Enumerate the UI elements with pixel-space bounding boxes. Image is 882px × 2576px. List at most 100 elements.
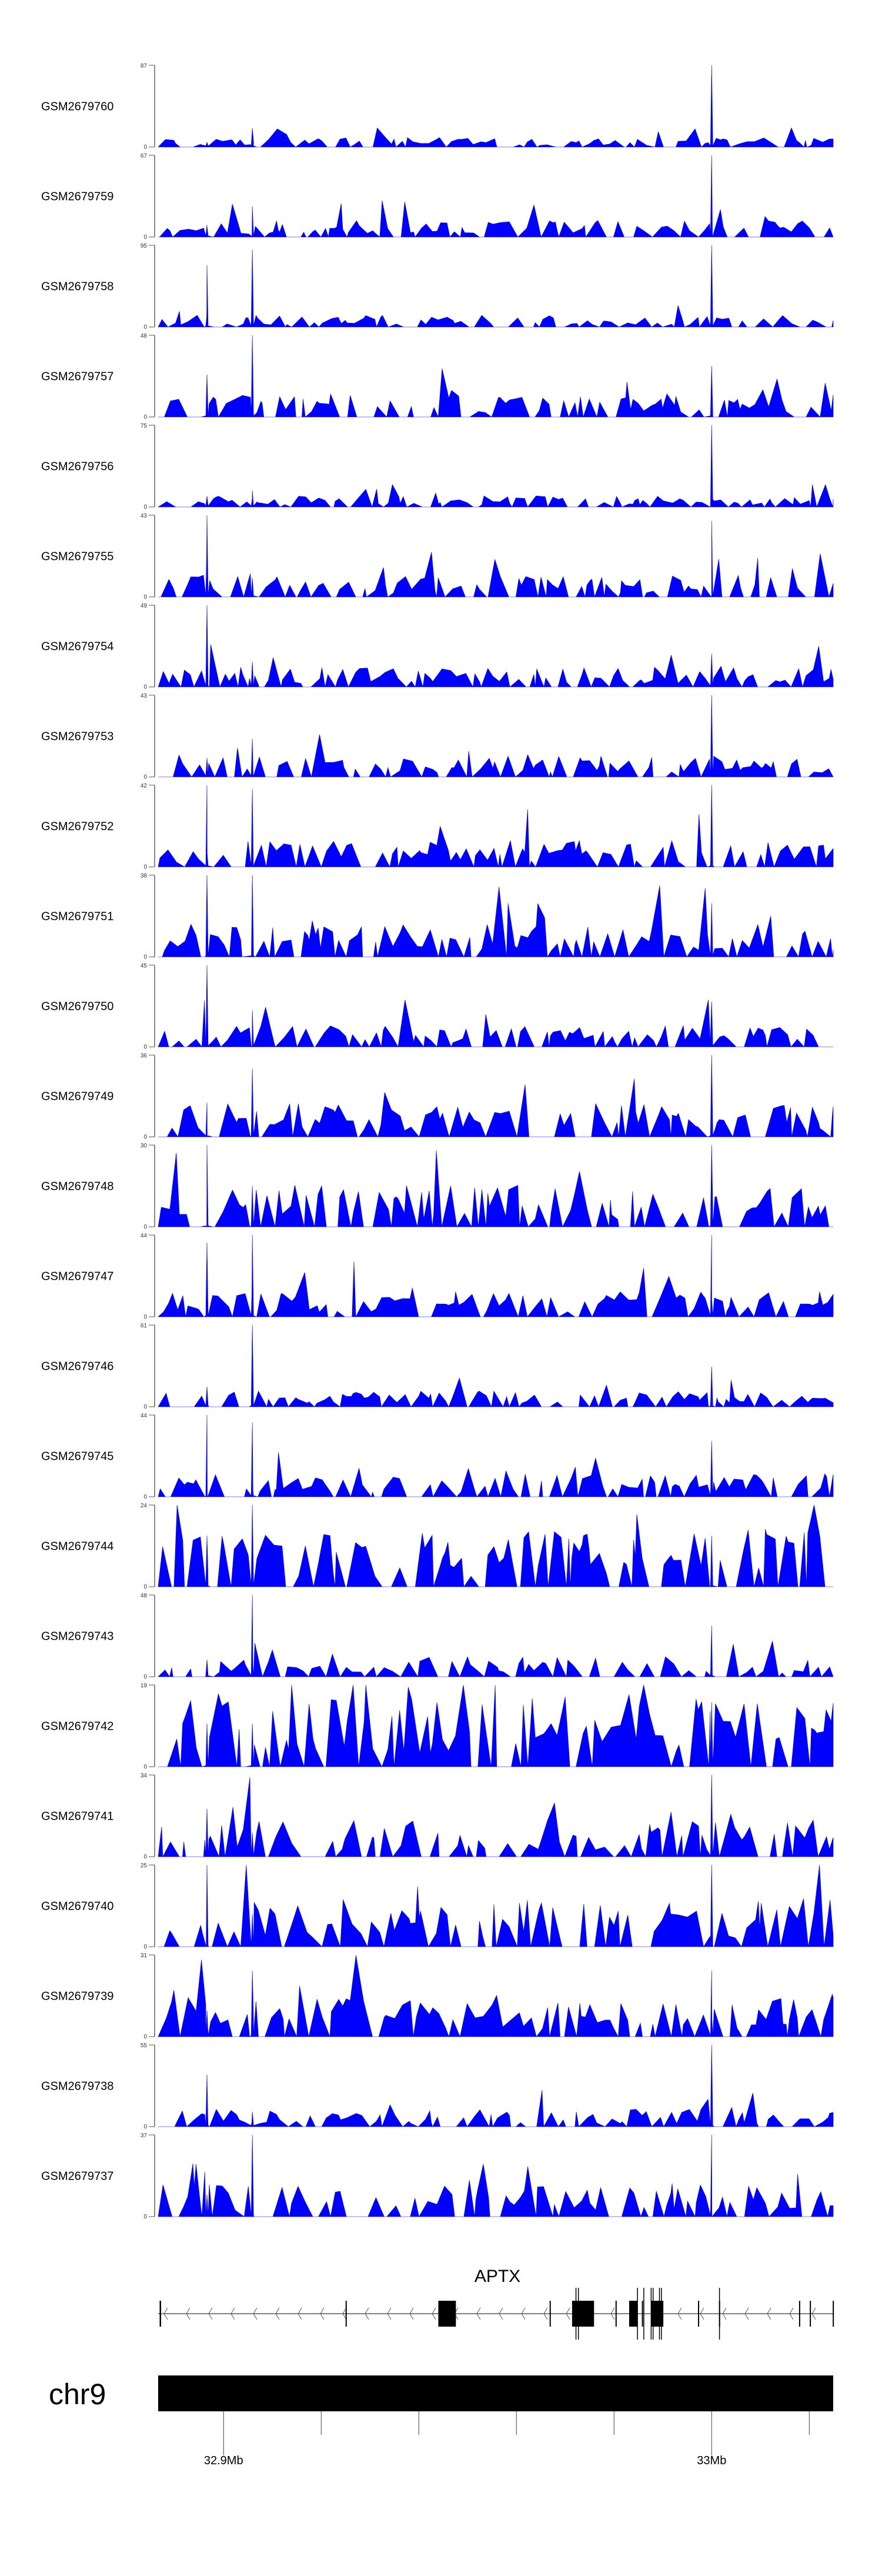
y-axis-max-label: 49 <box>141 603 148 609</box>
y-axis-max-label: 37 <box>141 2133 148 2139</box>
y-axis-zero-label: 0 <box>143 594 147 600</box>
signal-area-GSM2679750 <box>158 965 833 1048</box>
signal-area-GSM2679737 <box>158 2134 834 2218</box>
strand-arrow-icon <box>208 2307 213 2320</box>
strand-arrow-icon <box>700 2307 704 2320</box>
signal-area-GSM2679746 <box>158 1324 834 1408</box>
gene-exon <box>799 2301 800 2327</box>
strand-arrow-icon <box>253 2307 258 2320</box>
signal-area-GSM2679738 <box>158 2044 834 2128</box>
strand-arrow-icon <box>320 2307 325 2320</box>
sample-label: GSM2679754 <box>41 640 113 653</box>
y-axis-zero-label: 0 <box>143 324 147 331</box>
sample-label: GSM2679744 <box>41 1540 113 1553</box>
sample-label: GSM2679760 <box>41 101 113 114</box>
y-axis-max-label: 67 <box>141 153 148 159</box>
strand-arrow-icon <box>811 2307 816 2320</box>
sample-label: GSM2679740 <box>41 1900 113 1913</box>
y-axis-max-label: 95 <box>141 243 148 249</box>
signal-area-GSM2679753 <box>158 695 834 778</box>
y-axis-max-label: 38 <box>141 873 148 879</box>
y-axis-max-label: 44 <box>141 1233 148 1239</box>
signal-area-GSM2679751 <box>158 875 834 958</box>
strand-arrow-icon <box>566 2307 570 2320</box>
strand-arrow-icon <box>744 2307 749 2320</box>
gene-name-label: APTX <box>475 2267 520 2286</box>
sample-label: GSM2679753 <box>41 730 113 743</box>
sample-label: GSM2679747 <box>41 1270 113 1283</box>
gene-exon <box>572 2301 594 2327</box>
sample-label: GSM2679741 <box>41 1810 113 1823</box>
y-axis-zero-label: 0 <box>143 504 147 510</box>
gene-exon <box>810 2301 811 2327</box>
signal-area-GSM2679745 <box>158 1414 834 1497</box>
signal-area-GSM2679741 <box>158 1774 834 1858</box>
y-axis-max-label: 34 <box>141 1773 148 1779</box>
y-axis-max-label: 44 <box>141 1413 148 1419</box>
gene-exon <box>651 2301 664 2327</box>
signal-area-GSM2679748 <box>158 1144 833 1228</box>
strand-arrow-icon <box>722 2307 727 2320</box>
sample-label: GSM2679758 <box>41 281 113 293</box>
axis-tick-label: 33Mb <box>697 2454 726 2467</box>
y-axis-zero-label: 0 <box>143 954 147 960</box>
signal-area-GSM2679740 <box>158 1864 834 1947</box>
y-axis-zero-label: 0 <box>143 684 147 690</box>
signal-area-GSM2679739 <box>158 1955 834 2038</box>
axis-tick-label: 32.9Mb <box>204 2454 243 2467</box>
signal-area-GSM2679747 <box>158 1234 834 1318</box>
strand-arrow-icon <box>677 2307 682 2320</box>
signal-area-GSM2679743 <box>158 1594 834 1678</box>
y-axis-max-label: 42 <box>141 783 148 789</box>
y-axis-zero-label: 0 <box>143 1224 147 1230</box>
sample-label: GSM2679737 <box>41 2170 113 2183</box>
strand-arrow-icon <box>521 2307 526 2320</box>
strand-arrow-icon <box>342 2307 347 2320</box>
y-axis-zero-label: 0 <box>143 2124 147 2130</box>
y-axis-zero-label: 0 <box>143 1404 147 1410</box>
strand-arrow-icon <box>409 2307 414 2320</box>
sample-label: GSM2679745 <box>41 1450 113 1463</box>
sample-label: GSM2679742 <box>41 1720 113 1733</box>
signal-area-GSM2679755 <box>158 515 834 598</box>
strand-arrow-icon <box>163 2307 168 2320</box>
strand-arrow-icon <box>543 2307 548 2320</box>
y-axis-zero-label: 0 <box>143 1854 147 1860</box>
gene-exon <box>438 2301 456 2327</box>
strand-arrow-icon <box>476 2307 481 2320</box>
strand-arrow-icon <box>610 2307 615 2320</box>
gene-exon <box>698 2301 700 2327</box>
gene-exon <box>629 2301 638 2327</box>
y-axis-zero-label: 0 <box>143 234 147 241</box>
strand-arrow-icon <box>186 2307 191 2320</box>
y-axis-zero-label: 0 <box>143 414 147 421</box>
sample-label: GSM2679755 <box>41 550 113 563</box>
gene-exon <box>159 2301 161 2327</box>
strand-arrow-icon <box>275 2307 280 2320</box>
y-axis-max-label: 43 <box>141 693 148 699</box>
sample-label: GSM2679739 <box>41 1990 113 2003</box>
sample-label: GSM2679751 <box>41 910 113 923</box>
y-axis-zero-label: 0 <box>143 774 147 780</box>
sample-label: GSM2679759 <box>41 191 113 203</box>
sample-label: GSM2679748 <box>41 1180 113 1193</box>
strand-arrow-icon <box>789 2307 794 2320</box>
strand-arrow-icon <box>230 2307 235 2320</box>
strand-arrow-icon <box>298 2307 302 2320</box>
y-axis-max-label: 25 <box>141 1863 148 1869</box>
sample-label: GSM2679743 <box>41 1630 113 1643</box>
y-axis-max-label: 36 <box>141 1053 148 1059</box>
signal-area-GSM2679744 <box>158 1504 833 1587</box>
y-axis-zero-label: 0 <box>143 1944 147 1950</box>
y-axis-max-label: 55 <box>141 2043 148 2049</box>
y-axis-max-label: 43 <box>141 513 148 519</box>
strand-arrow-icon <box>767 2307 771 2320</box>
gene-exon <box>719 2301 720 2327</box>
gene-exon <box>549 2301 551 2327</box>
y-axis-max-label: 61 <box>141 1323 148 1329</box>
y-axis-max-label: 31 <box>141 1953 148 1959</box>
y-axis-max-label: 19 <box>141 1683 148 1689</box>
y-axis-zero-label: 0 <box>143 1584 147 1590</box>
signal-area-GSM2679742 <box>158 1684 834 1768</box>
